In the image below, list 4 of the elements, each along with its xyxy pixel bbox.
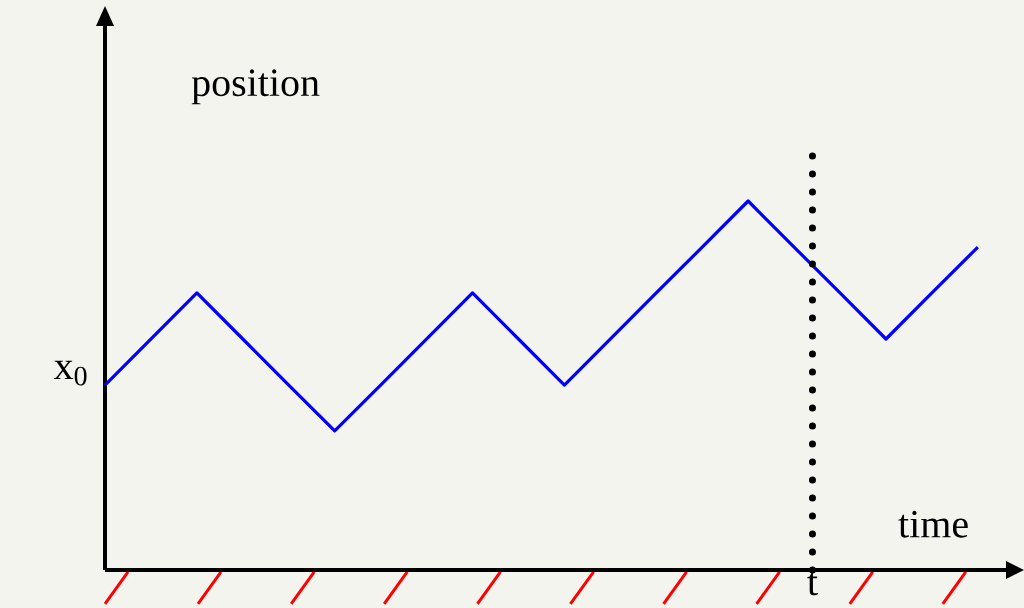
y-axis-title: position	[191, 69, 320, 105]
x-axis-title: time	[898, 510, 968, 538]
text: t	[807, 572, 818, 596]
text: x$_{0}$	[53, 360, 87, 386]
